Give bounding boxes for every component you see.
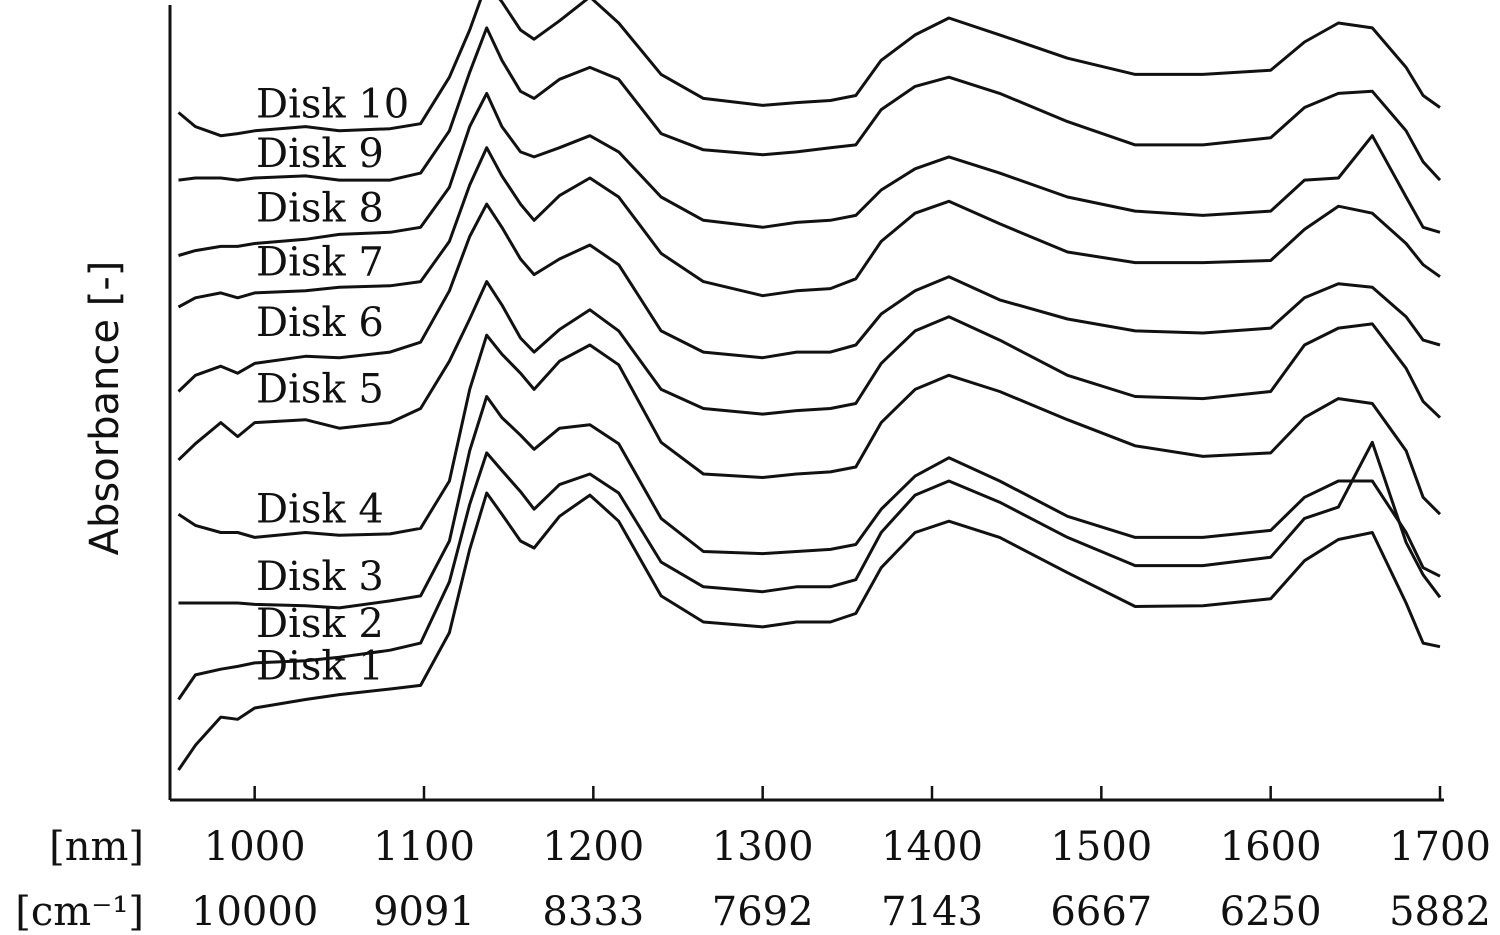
series-line-disk-2 [177,440,1442,701]
series-label-disk-4: Disk 4 [256,486,384,532]
series-line-disk-5 [177,280,1442,461]
series-label-disk-5: Disk 5 [256,366,384,412]
series-group [177,0,1442,771]
series-line-disk-3 [178,395,1441,610]
series-line-disk-9 [178,26,1442,182]
x-tick-label-nm: 1200 [542,824,644,870]
series-label-disk-10: Disk 10 [256,82,409,128]
x-tick-label-nm: 1400 [881,824,983,870]
series-line-disk-6 [177,202,1441,393]
axes: 1000 10000 1100 9091 1200 8333 1300 7692 1400 714… [168,5,1491,935]
x-tick-label-wavenumber: 5882 [1389,889,1491,935]
x-tick-label-nm: 1500 [1050,824,1152,870]
series-label-disk-3: Disk 3 [256,554,384,600]
series-label-disk-8: Disk 8 [256,185,384,231]
series-label-disk-7: Disk 7 [256,240,384,286]
x-tick-label-wavenumber: 6667 [1050,889,1152,935]
x-tick-label-wavenumber: 9091 [373,889,475,935]
x-tick-label-wavenumber: 10000 [191,889,318,935]
series-label-disk-6: Disk 6 [256,300,384,346]
x-tick-label-wavenumber: 7143 [881,889,983,935]
x-tick-label-nm: 1000 [204,824,306,870]
series-line-disk-4 [177,333,1442,539]
x-unit-label-nm: [nm] [49,824,144,870]
series-label-disk-9: Disk 9 [256,131,384,177]
x-tick-label-nm: 1300 [712,824,814,870]
x-unit-label-wavenumber: [cm⁻¹] [15,889,144,935]
x-tick-label-wavenumber: 6250 [1220,889,1322,935]
series-line-disk-1 [177,491,1441,771]
x-tick-label-nm: 1700 [1389,824,1491,870]
series-line-disk-7 [177,146,1441,309]
x-tick-label-nm: 1100 [373,824,475,870]
x-tick-label-wavenumber: 7692 [712,889,814,935]
series-line-disk-10 [177,0,1441,138]
series-label-disk-2: Disk 2 [256,601,384,647]
x-tick-label-wavenumber: 8333 [542,889,644,935]
series-line-disk-8 [178,91,1441,257]
series-label-disk-1: Disk 1 [256,643,384,689]
x-tick-label-nm: 1600 [1220,824,1322,870]
y-axis-label: Absorbance [-] [82,261,128,556]
